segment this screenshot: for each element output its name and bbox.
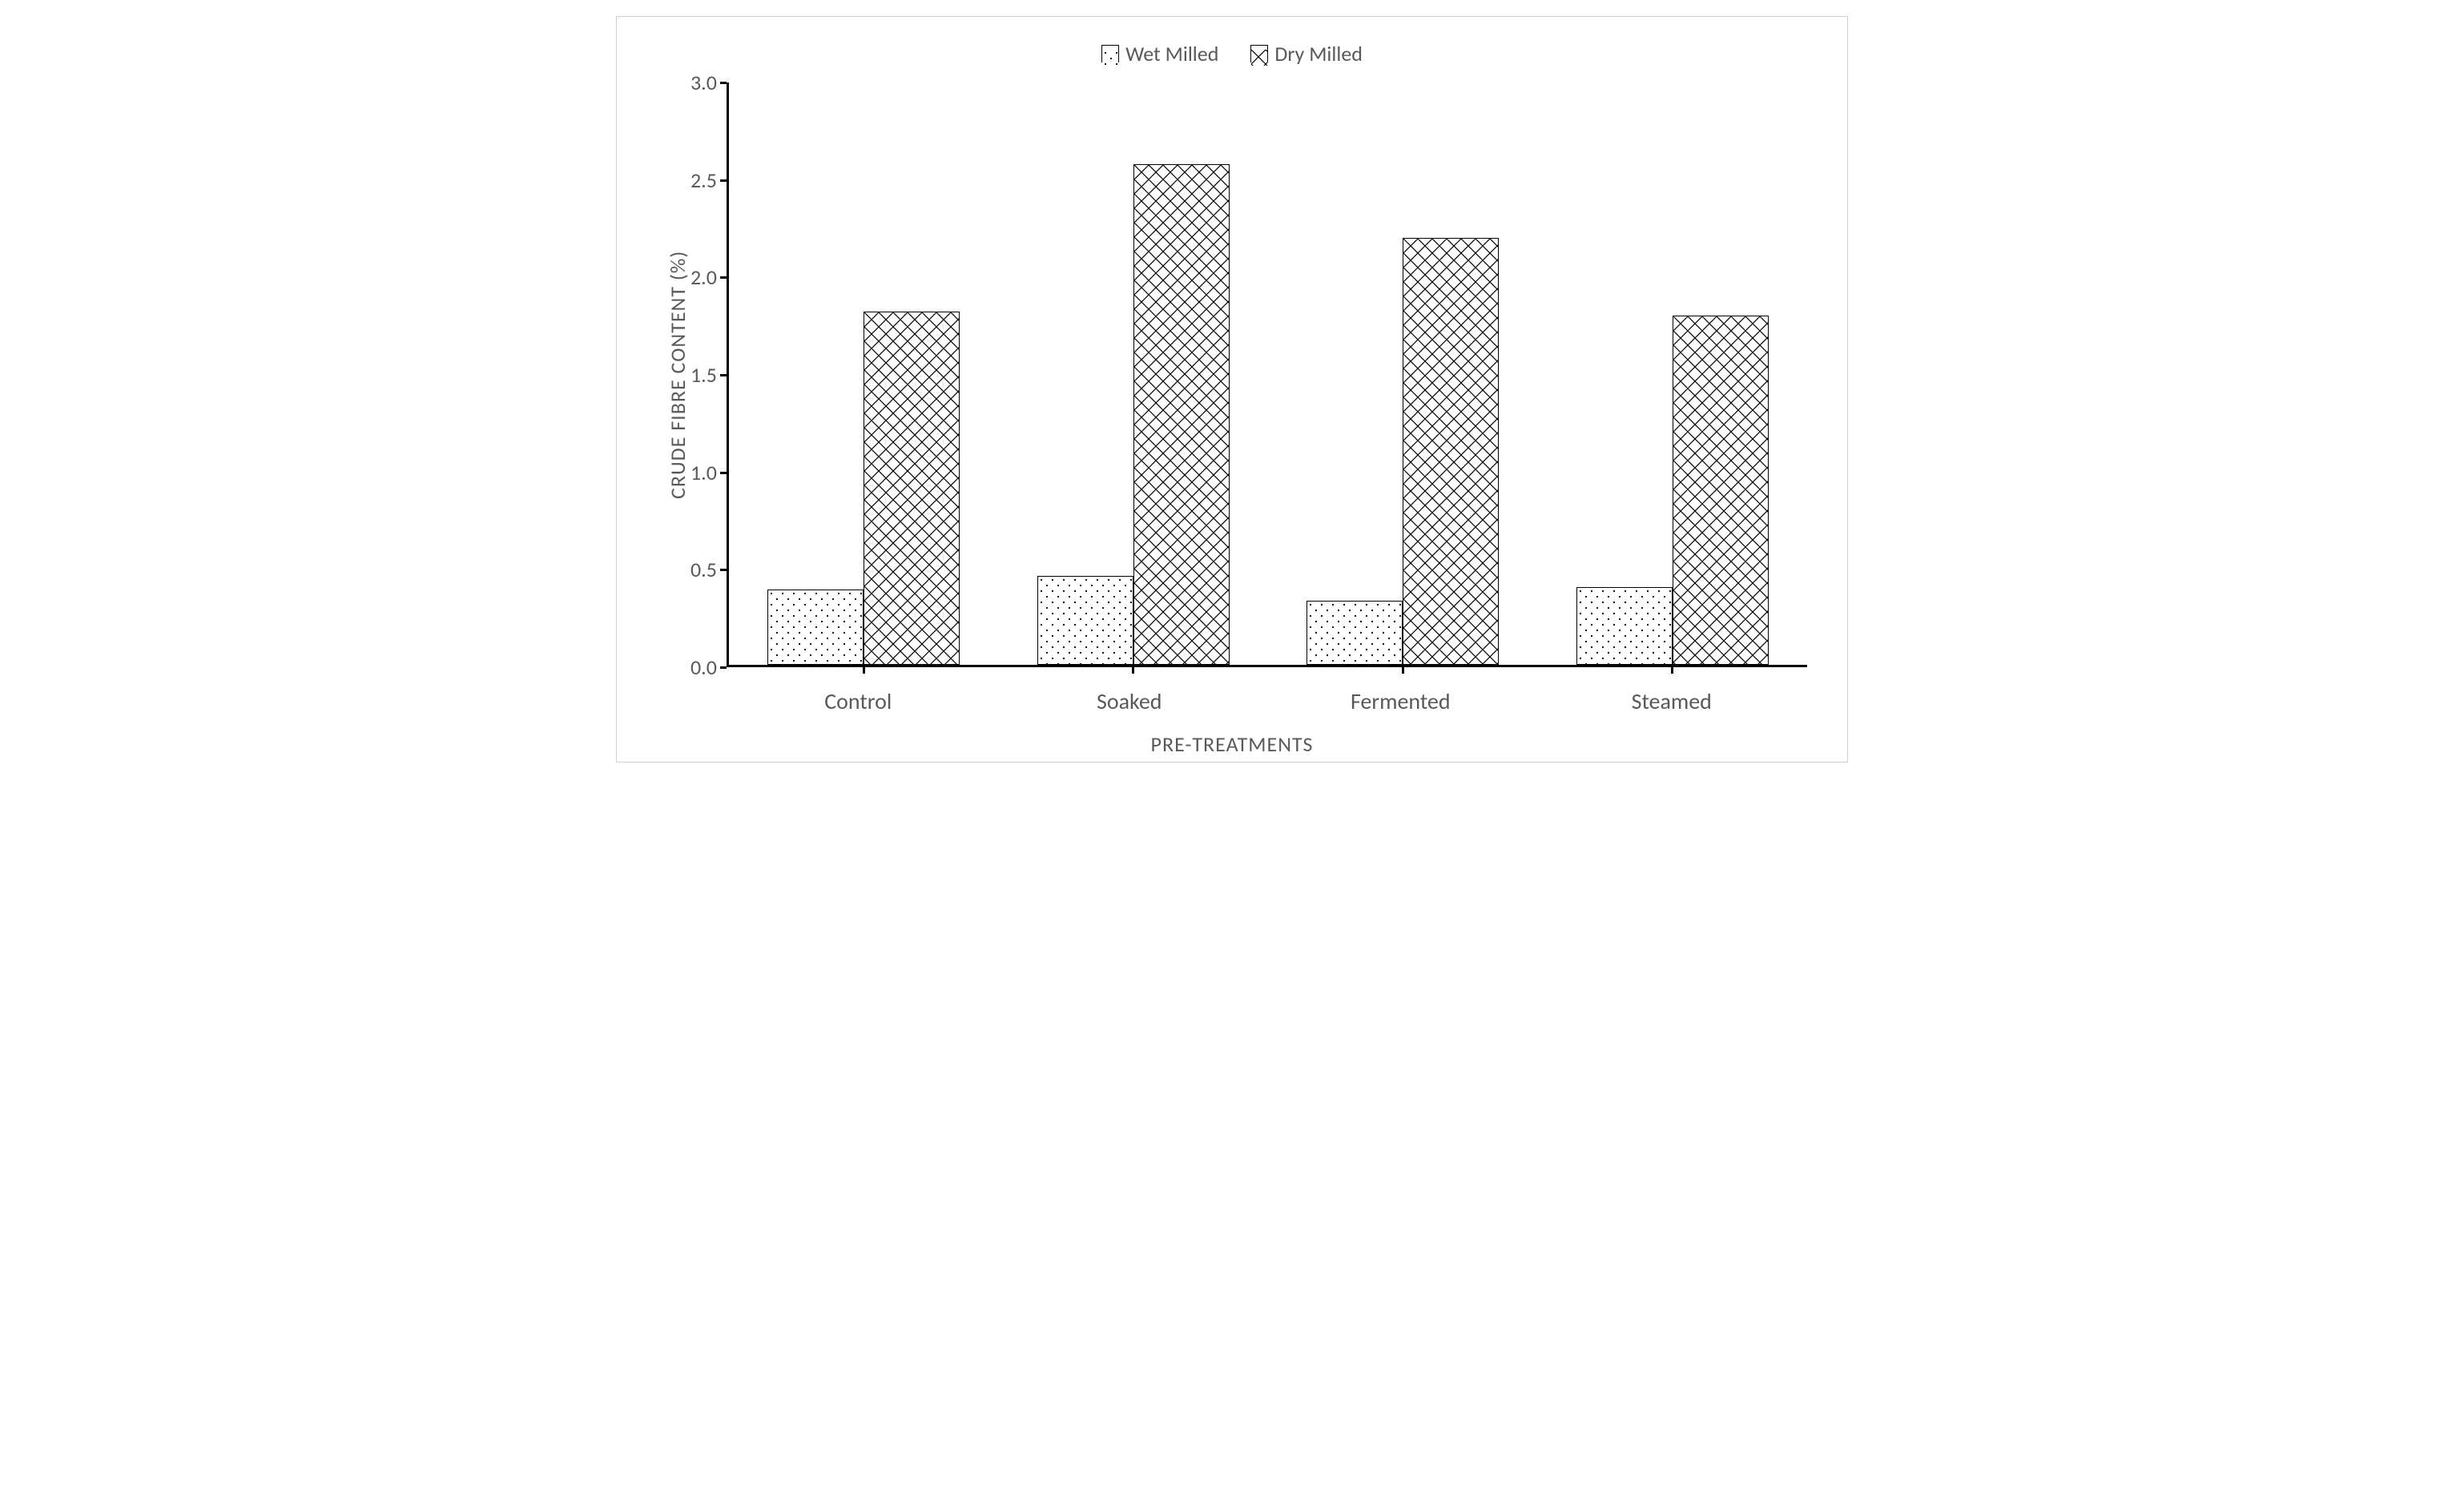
x-tick-mark: [998, 667, 1268, 674]
legend-label-wet: Wet Milled: [1125, 41, 1218, 66]
x-label: Soaked: [994, 667, 1266, 715]
bar-wet: [767, 590, 864, 666]
category-group: [729, 82, 999, 665]
legend-item-wet: Wet Milled: [1101, 41, 1218, 66]
bar-dry: [1133, 164, 1230, 665]
x-axis-title: PRE-TREATMENTS: [657, 731, 1807, 757]
bar-wet: [1306, 601, 1403, 665]
x-ticks-row: [729, 667, 1807, 674]
legend-label-dry: Dry Milled: [1274, 41, 1363, 66]
x-tick-mark: [1268, 667, 1538, 674]
bar-dry: [1403, 238, 1499, 665]
legend-swatch-dry: [1250, 45, 1268, 62]
legend: Wet Milled Dry Milled: [657, 41, 1807, 66]
x-label: Steamed: [1536, 667, 1808, 715]
x-tick-mark: [1537, 667, 1807, 674]
y-axis-title: CRUDE FIBRE CONTENT (%): [657, 82, 690, 667]
plot-wrapper: CRUDE FIBRE CONTENT (%) 3.0 2.5 2.0 1.5 …: [657, 82, 1807, 667]
x-label: Control: [723, 667, 994, 715]
bar-wet: [1037, 576, 1133, 665]
bar-dry: [1673, 316, 1769, 665]
x-axis-labels: Control Soaked Fermented Steamed: [723, 667, 1807, 715]
bar-wet: [1576, 587, 1673, 665]
category-group: [1537, 82, 1807, 665]
category-group: [998, 82, 1268, 665]
legend-item-dry: Dry Milled: [1250, 41, 1363, 66]
y-axis-ticks: 3.0 2.5 2.0 1.5 1.0 0.5 0.0: [690, 82, 727, 667]
x-tick-mark: [729, 667, 999, 674]
plot-area: [727, 82, 1807, 667]
bar-dry: [864, 312, 960, 665]
category-group: [1268, 82, 1538, 665]
bars-region: [729, 82, 1807, 665]
chart-container: Wet Milled Dry Milled CRUDE FIBRE CONTEN…: [616, 16, 1848, 763]
x-label: Fermented: [1265, 667, 1536, 715]
legend-swatch-wet: [1101, 45, 1119, 62]
